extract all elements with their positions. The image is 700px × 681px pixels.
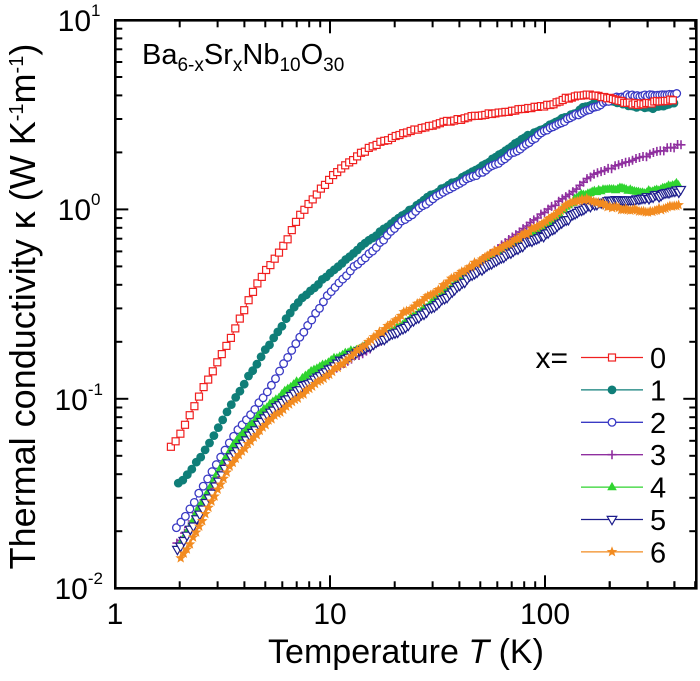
svg-text:1: 1 (650, 375, 666, 407)
svg-text:3: 3 (650, 440, 666, 472)
svg-text:Thermal conductivity κ (W K-1m: Thermal conductivity κ (W K-1m-1) (2, 44, 43, 570)
svg-text:10: 10 (313, 598, 346, 631)
svg-text:100: 100 (520, 598, 570, 631)
svg-text:1: 1 (107, 598, 124, 631)
svg-text:5: 5 (650, 505, 666, 537)
svg-text:2: 2 (650, 408, 666, 440)
svg-text:Temperature T (K): Temperature T (K) (268, 633, 544, 671)
svg-text:4: 4 (650, 473, 666, 505)
svg-text:0: 0 (650, 343, 666, 375)
svg-text:x=: x= (535, 342, 568, 375)
svg-text:6: 6 (650, 537, 666, 569)
svg-text:Ba6-xSrxNb10O30: Ba6-xSrxNb10O30 (142, 39, 344, 76)
